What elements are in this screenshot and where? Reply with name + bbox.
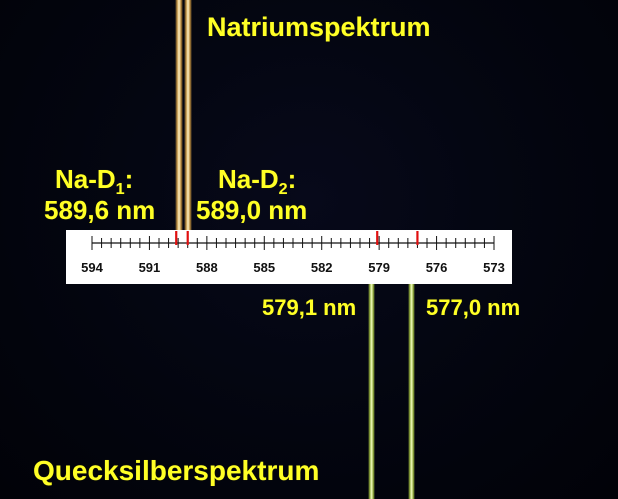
na-d1-suffix: : xyxy=(124,164,134,194)
sodium-beam-d1 xyxy=(175,0,183,236)
scale-tick-label: 579 xyxy=(368,260,390,275)
mercury-beam-577 xyxy=(408,284,415,499)
scale-tick-label: 582 xyxy=(310,260,333,275)
sodium-beam-d2 xyxy=(184,0,192,236)
na-d1-label: Na-D1: xyxy=(55,164,134,198)
scale-tick-label: 591 xyxy=(138,260,161,275)
hg-577-wavelength: 577,0 nm xyxy=(426,295,521,320)
scale-ticks xyxy=(91,231,495,250)
na-d2-subscript: 2 xyxy=(278,179,288,198)
sodium-spectrum-title: Natriumspektrum xyxy=(207,12,431,42)
scale-tick-label: 573 xyxy=(483,260,505,275)
na-d2-suffix: : xyxy=(287,164,297,194)
na-d2-prefix: Na-D xyxy=(218,164,279,194)
mercury-spectrum-title: Quecksilberspektrum xyxy=(33,455,320,486)
wavelength-scale: 594 591 588 585 582 579 576 573 xyxy=(66,230,512,284)
mercury-beam-579 xyxy=(368,284,375,499)
na-d1-prefix: Na-D xyxy=(55,164,116,194)
scale-tick-label: 585 xyxy=(253,260,276,275)
scale-tick-label: 588 xyxy=(195,260,218,275)
scale-tick-label: 594 xyxy=(81,260,103,275)
scale-tick-label: 576 xyxy=(425,260,448,275)
na-d2-label: Na-D2: xyxy=(218,164,297,198)
na-d1-wavelength: 589,6 nm xyxy=(44,195,156,225)
na-d1-subscript: 1 xyxy=(115,179,125,198)
na-d2-wavelength: 589,0 nm xyxy=(196,195,308,225)
hg-579-wavelength: 579,1 nm xyxy=(262,295,357,320)
